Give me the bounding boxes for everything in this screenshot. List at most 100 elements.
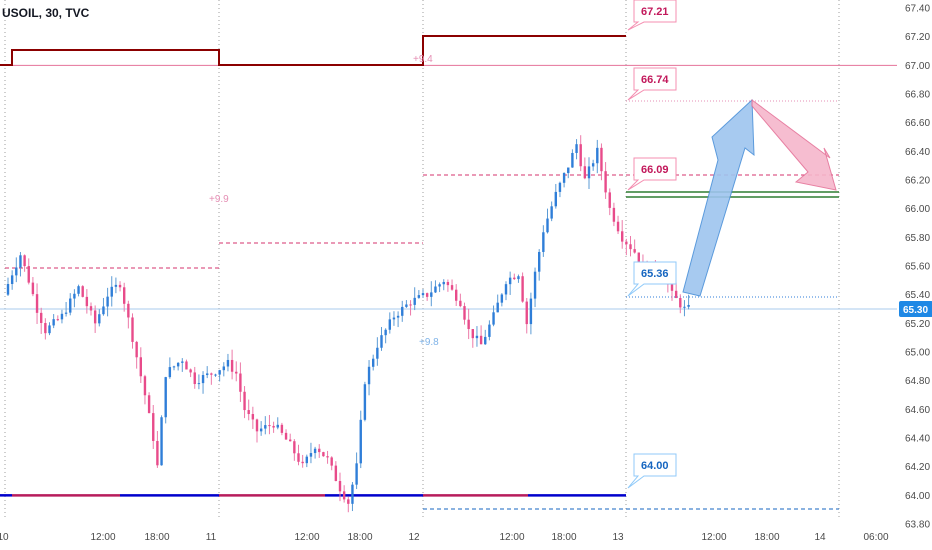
candle-body [351, 484, 354, 504]
candle-body [438, 284, 441, 287]
candle-body [226, 359, 230, 367]
candle-body [264, 425, 267, 429]
projection-arrows [682, 98, 837, 297]
candle-body [396, 315, 400, 318]
callout-box [627, 453, 677, 489]
candle-body [529, 298, 533, 325]
x-tick-label: 14 [814, 532, 826, 543]
candle-body [27, 266, 30, 283]
y-tick-label: 65.40 [905, 290, 930, 301]
y-tick-label: 66.40 [905, 147, 930, 158]
y-tick-label: 67.40 [905, 4, 930, 15]
candle-body [463, 306, 466, 320]
candle-body [243, 391, 246, 411]
candle-body [621, 231, 624, 242]
candle-body [413, 297, 416, 305]
candle-body [347, 499, 350, 504]
candle-body [359, 419, 362, 464]
candle-body [6, 283, 10, 295]
candle-body [301, 461, 304, 464]
candle-body [10, 275, 14, 284]
candle-body [496, 302, 499, 313]
candle-body [73, 293, 76, 299]
y-tick-label: 64.60 [905, 405, 930, 416]
x-axis[interactable]: 10 12:00 18:00 11 12:00 18:00 12 12:00 18:00 13 12… [0, 532, 889, 543]
candle-body [255, 419, 259, 432]
candle-body [508, 277, 512, 285]
candle-body [284, 432, 288, 440]
candle-body [131, 317, 134, 342]
candle-body [40, 312, 43, 324]
candle-body [152, 413, 155, 441]
candle-body [313, 448, 317, 454]
candle-body [558, 182, 562, 192]
candle-body [591, 163, 595, 167]
candle-body [143, 376, 147, 396]
y-tick-label: 63.80 [905, 520, 930, 531]
candle-body [342, 491, 346, 500]
y-tick-label: 64.00 [905, 491, 930, 502]
y-tick-label: 65.80 [905, 233, 930, 244]
candle-body [276, 424, 279, 428]
candle-body [210, 373, 213, 375]
candle-body [69, 298, 72, 313]
measure-label: +9.9 [209, 194, 229, 205]
candle-body [330, 457, 333, 466]
candle-body [546, 218, 549, 233]
y-tick-label: 65.00 [905, 348, 930, 359]
candle-body [521, 276, 524, 302]
candle-body [118, 284, 122, 288]
candle-body [326, 456, 329, 458]
candle-body [405, 304, 408, 307]
candle-body [44, 323, 47, 334]
candle-body [500, 294, 504, 303]
y-tick-label: 67.20 [905, 32, 930, 43]
callout-label: 64.00 [641, 460, 669, 472]
candle-body [542, 232, 545, 252]
x-tick-label: 12:00 [90, 532, 115, 543]
candle-body [484, 336, 487, 345]
symbol-title[interactable]: USOIL, 30, TVC [2, 6, 90, 20]
price-badge [899, 301, 932, 317]
candle-body [575, 144, 578, 153]
candle-body [388, 319, 391, 330]
candle-body [89, 306, 93, 311]
candle-body [139, 357, 142, 377]
measure-label: +9.4 [413, 54, 433, 65]
candle-body [218, 370, 221, 375]
callout-label: 66.74 [641, 74, 669, 86]
candle-body [123, 287, 126, 304]
candle-body [135, 341, 138, 358]
candle-body [85, 296, 89, 307]
candle-body [554, 191, 557, 207]
candle-body [587, 166, 591, 179]
candle-body [309, 453, 313, 457]
candle-body [259, 428, 263, 432]
candle-body [206, 373, 209, 376]
y-tick-label: 66.20 [905, 176, 930, 187]
candle-body [679, 298, 682, 308]
candle-body [475, 335, 479, 339]
pink-down-arrow [751, 99, 837, 191]
candle-body [280, 424, 284, 433]
candle-body [442, 281, 445, 285]
candle-body [31, 282, 35, 295]
y-tick-label: 66.00 [905, 204, 930, 215]
y-tick-label: 65.60 [905, 262, 930, 273]
candle-body [625, 241, 628, 245]
candle-body [305, 456, 308, 464]
candle-body [15, 267, 18, 276]
candle-body [318, 448, 321, 453]
candle-body [297, 453, 300, 462]
x-tick-label: 18:00 [144, 532, 169, 543]
y-axis[interactable]: 67.40 67.20 67.00 66.80 66.60 66.40 66.20 66.00… [899, 4, 932, 531]
candle-body [35, 294, 39, 313]
candle-body [60, 313, 64, 320]
y-tick-label: 64.20 [905, 462, 930, 473]
callout-box [627, 157, 677, 191]
callout-box [627, 261, 677, 297]
candle-body [268, 425, 271, 427]
candle-body [338, 480, 342, 492]
callout-label: 67.21 [641, 6, 669, 18]
